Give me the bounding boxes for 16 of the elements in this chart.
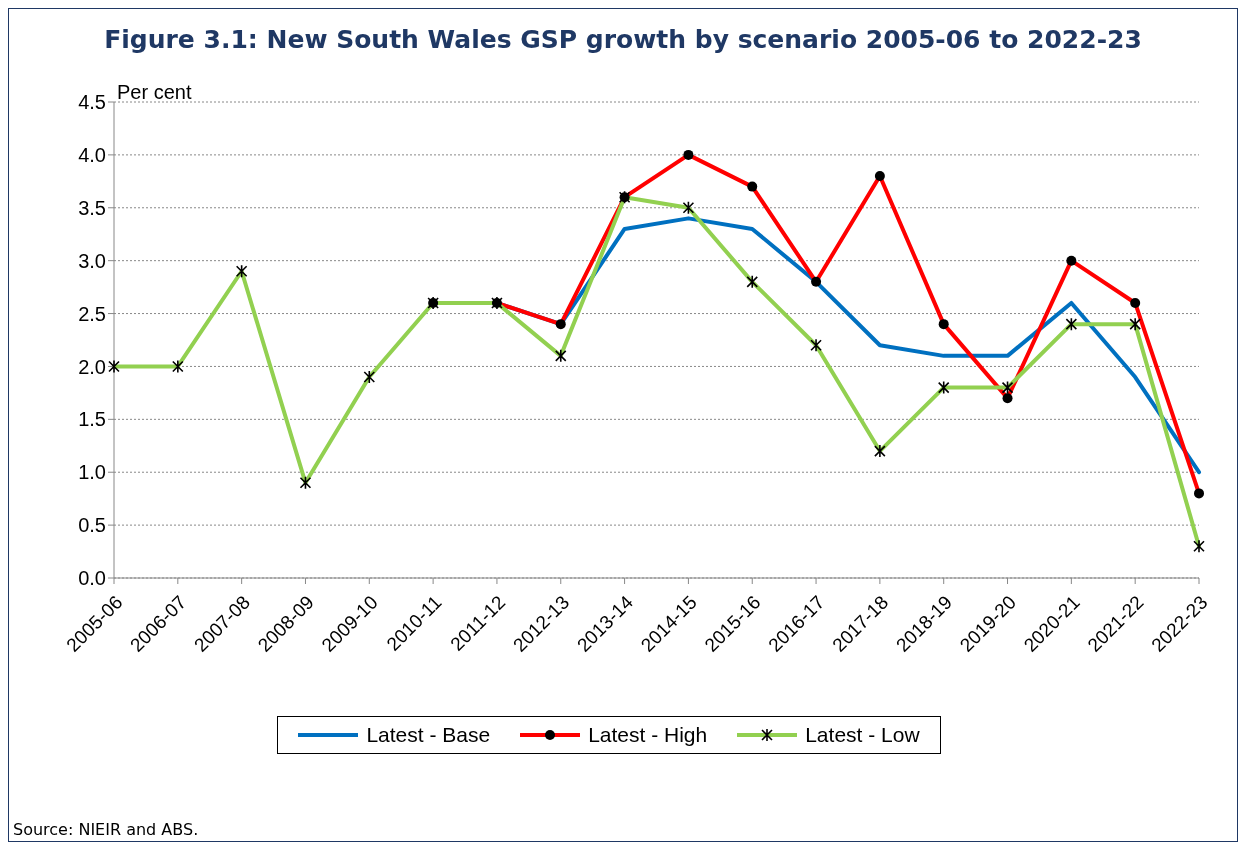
legend-label: Latest - Base [366,723,491,747]
y-tick-label: 1.5 [78,408,106,431]
y-tick-label: 4.0 [78,143,106,166]
legend-label: Latest - High [588,723,708,747]
y-tick-label: 3.0 [78,249,106,272]
y-tick-label: 2.5 [78,302,106,325]
y-tick-label: 3.5 [78,196,106,219]
y-tick-label: 0.5 [78,514,106,537]
y-tick-label: 4.5 [78,91,106,114]
y-axis-title: Per cent [117,81,192,104]
legend-label: Latest - Low [805,723,920,747]
y-tick-label: 1.0 [78,461,106,484]
chart-title: Figure 3.1: New South Wales GSP growth by scenario 2005-06 to 2022-23 [103,25,1143,54]
source-note: Source: NIEIR and ABS. [13,820,199,839]
y-tick-label: 2.0 [78,355,106,378]
y-tick-label: 0.0 [78,567,106,590]
